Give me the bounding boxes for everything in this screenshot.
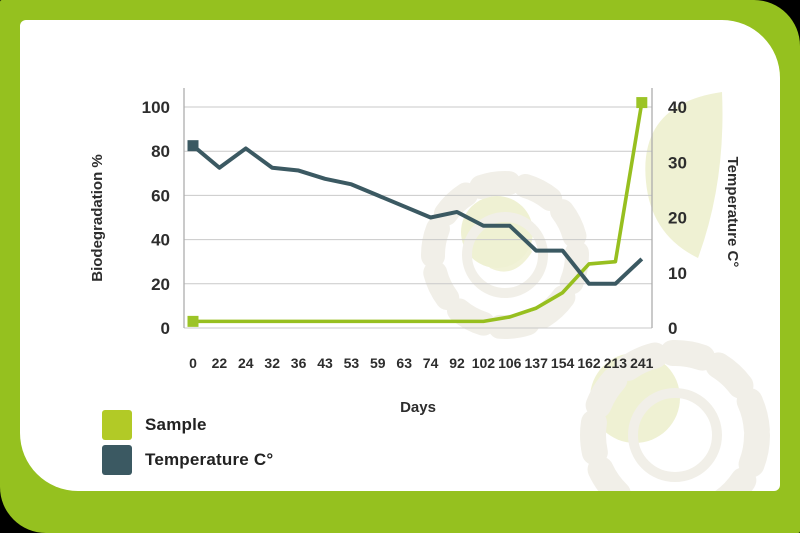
right-axis-tick-label: 30 bbox=[668, 153, 687, 172]
chart-legend: Sample Temperature C° bbox=[102, 410, 273, 480]
x-axis-tick-label: 106 bbox=[498, 355, 522, 371]
legend-item-sample: Sample bbox=[102, 410, 273, 440]
left-axis-tick-label: 0 bbox=[161, 319, 170, 338]
x-axis-tick-label: 32 bbox=[264, 355, 280, 371]
x-axis-tick-label: 24 bbox=[238, 355, 254, 371]
chart-card: 0 20 40 60 80 100 0 10 20 30 40 0 22 24 32 36 43 53 59 63 74… bbox=[20, 20, 780, 491]
left-axis-title: Biodegradation % bbox=[89, 154, 106, 282]
x-axis-tick-label: 0 bbox=[189, 355, 197, 371]
right-axis-tick-label: 10 bbox=[668, 264, 687, 283]
left-axis-tick-label: 100 bbox=[142, 98, 170, 117]
legend-item-temperature: Temperature C° bbox=[102, 445, 273, 475]
right-axis-tick-label: 20 bbox=[668, 209, 687, 228]
left-axis-tick-label: 60 bbox=[151, 186, 170, 205]
series-marker bbox=[636, 97, 648, 109]
x-axis-tick-label: 102 bbox=[472, 355, 496, 371]
series-line-temperature bbox=[191, 144, 644, 286]
x-axis-tick-label: 92 bbox=[449, 355, 465, 371]
series-marker bbox=[187, 140, 199, 152]
right-axis-tick-label: 40 bbox=[668, 98, 687, 117]
left-axis-tick-label: 20 bbox=[151, 275, 170, 294]
series-marker bbox=[187, 315, 199, 327]
x-axis-tick-label: 36 bbox=[291, 355, 307, 371]
line-chart: 0 20 40 60 80 100 0 10 20 30 40 0 22 24 32 36 43 53 59 63 74… bbox=[89, 88, 741, 416]
x-axis-tick-label: 154 bbox=[551, 355, 575, 371]
x-axis-title: Days bbox=[400, 399, 436, 416]
x-axis-tick-label: 63 bbox=[396, 355, 412, 371]
x-axis-tick-label: 241 bbox=[630, 355, 654, 371]
x-axis-tick-label: 137 bbox=[525, 355, 549, 371]
left-axis-tick-label: 40 bbox=[151, 231, 170, 250]
right-axis-title: Temperature C° bbox=[724, 157, 741, 268]
right-axis-tick-label: 0 bbox=[668, 319, 677, 338]
legend-label-temperature: Temperature C° bbox=[145, 450, 274, 469]
x-axis-tick-label: 43 bbox=[317, 355, 333, 371]
x-axis-tick-label: 22 bbox=[212, 355, 228, 371]
x-axis-tick-label: 213 bbox=[604, 355, 628, 371]
x-axis-tick-label: 74 bbox=[423, 355, 439, 371]
x-axis-tick-label: 162 bbox=[577, 355, 601, 371]
legend-swatch-sample bbox=[102, 410, 132, 440]
left-axis-tick-label: 80 bbox=[151, 142, 170, 161]
series-line-sample bbox=[193, 102, 644, 324]
x-axis-tick-label: 59 bbox=[370, 355, 386, 371]
legend-label-sample: Sample bbox=[145, 415, 207, 434]
x-axis-tick-label: 53 bbox=[344, 355, 360, 371]
legend-swatch-temperature bbox=[102, 445, 132, 475]
